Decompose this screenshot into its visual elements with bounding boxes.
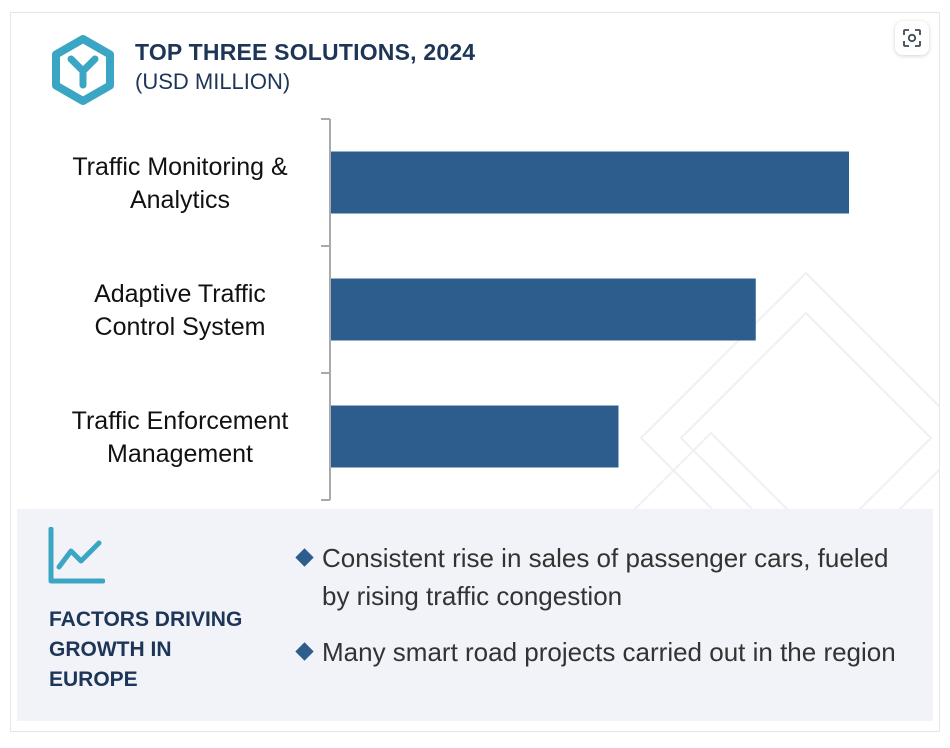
image-scan-button[interactable] [895, 21, 929, 55]
factor-text: Many smart road projects carried out in … [322, 637, 896, 667]
category-label-line: Traffic Monitoring & [72, 153, 288, 181]
bar [331, 151, 849, 214]
category-label-line: Adaptive Traffic [94, 280, 266, 308]
bar-chart: Traffic Monitoring & Analytics Adaptive Tr… [72, 118, 849, 501]
bar [331, 278, 756, 341]
diamond-bullet-icon [295, 548, 314, 567]
factors-title: FACTORS DRIVING GROWTH IN EUROPE [49, 608, 243, 691]
diamond-bullet-icon [295, 642, 314, 661]
bar [331, 405, 619, 468]
category-label-line: Management [107, 440, 253, 468]
factor-bullet: Consistent rise in sales of passenger ca… [295, 539, 915, 615]
category-label: Traffic Monitoring & Analytics [72, 153, 288, 214]
infographic-card: TOP THREE SOLUTIONS, 2024 (USD MILLION) … [10, 12, 940, 732]
factors-panel: FACTORS DRIVING GROWTH IN EUROPE Consist… [17, 509, 933, 721]
image-scan-icon [903, 29, 921, 47]
factors-bullet-list: Consistent rise in sales of passenger ca… [295, 539, 915, 689]
category-label-line: Analytics [130, 186, 230, 214]
category-label: Adaptive Traffic Control System [94, 280, 266, 341]
factor-text: Consistent rise in sales of passenger ca… [322, 543, 889, 611]
category-label-line: Control System [95, 313, 266, 341]
y-hexagon-logo-icon [52, 35, 114, 105]
chart-subtitle: (USD MILLION) [135, 69, 291, 94]
category-label: Traffic Enforcement Management [72, 407, 289, 468]
chart-title: TOP THREE SOLUTIONS, 2024 [135, 39, 476, 65]
trend-line-chart-icon [48, 527, 105, 584]
factor-bullet: Many smart road projects carried out in … [295, 633, 915, 671]
category-label-line: Traffic Enforcement [72, 407, 289, 435]
